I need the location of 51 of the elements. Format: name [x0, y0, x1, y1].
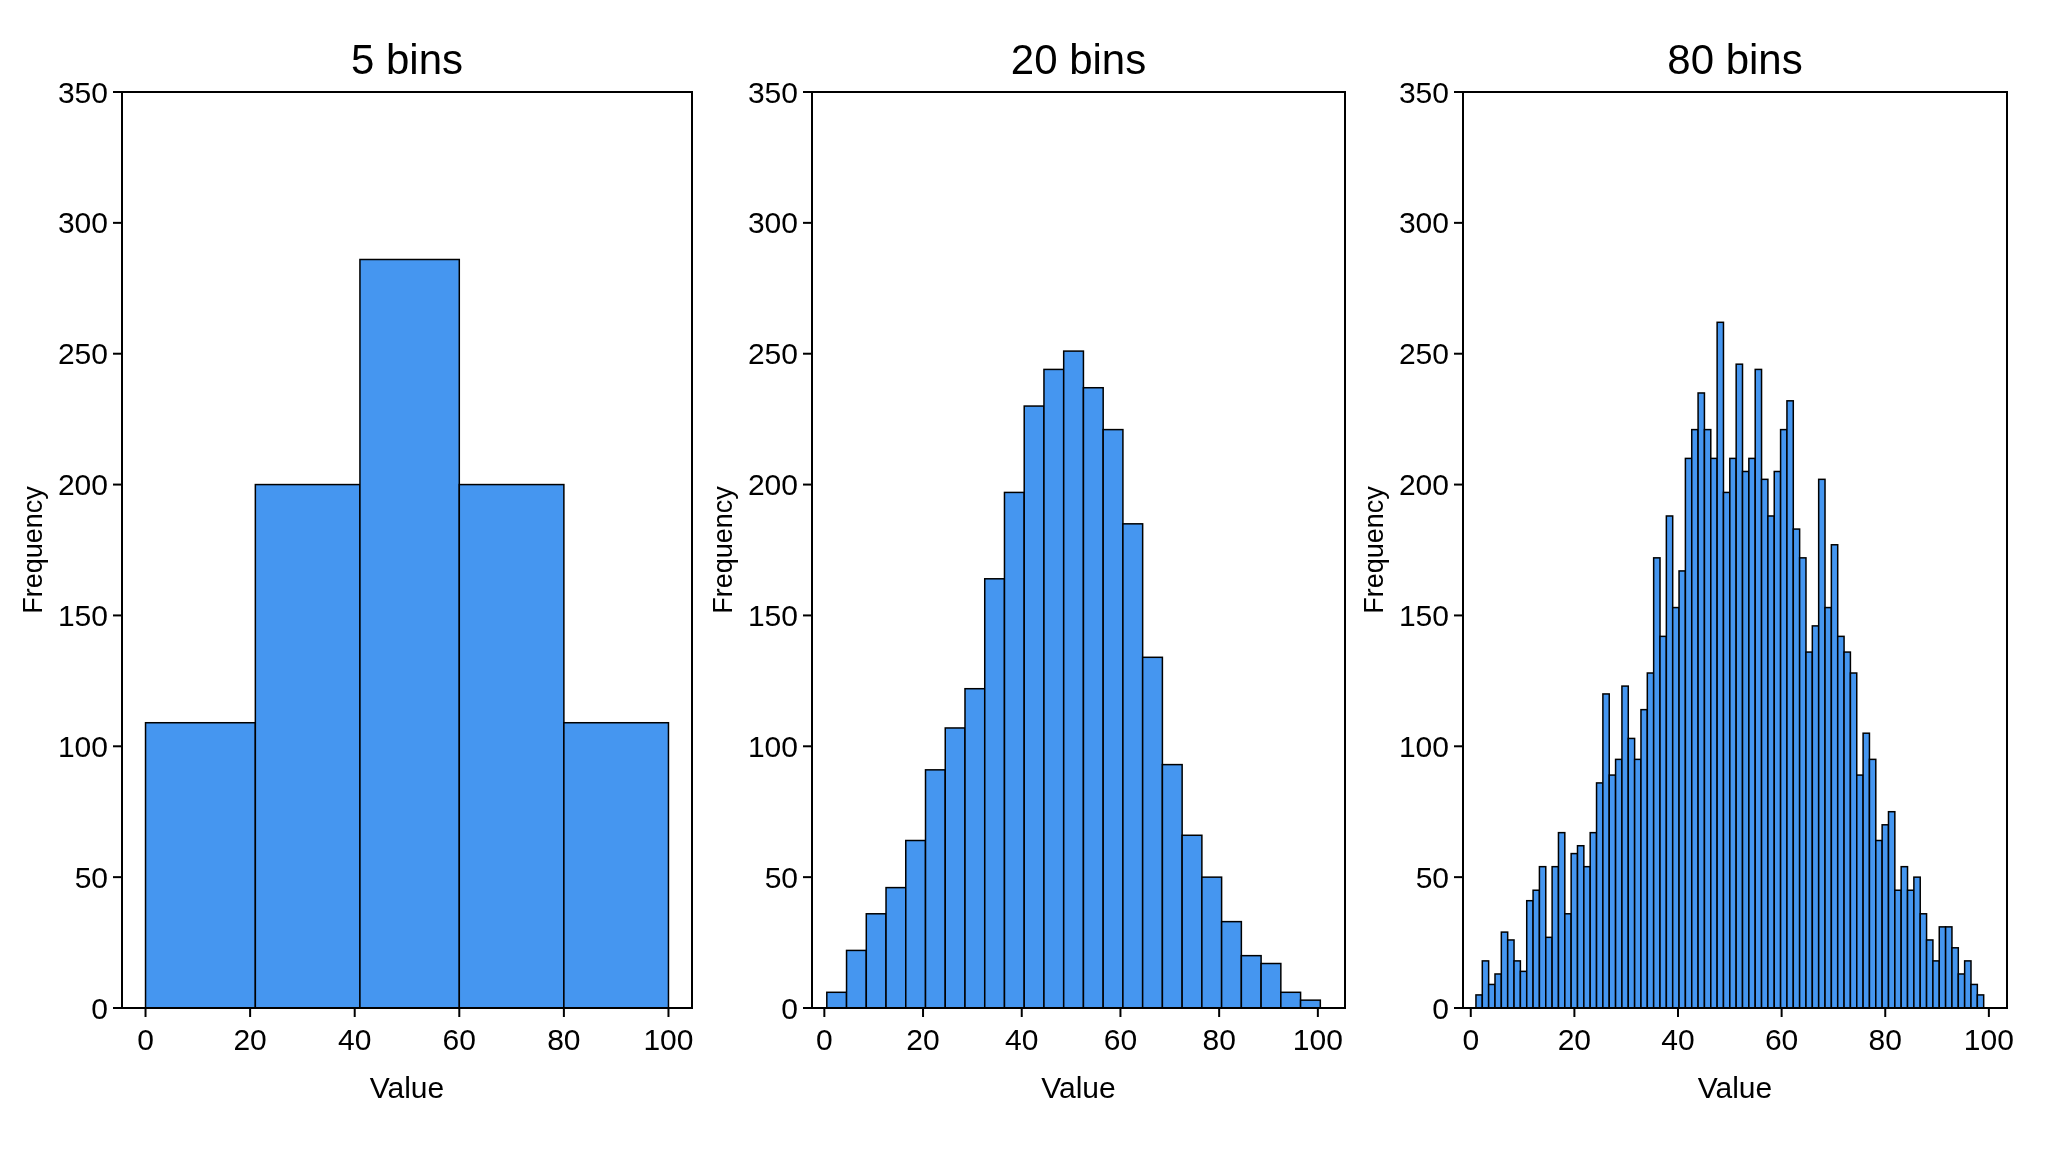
y-tick-label: 150 [57, 598, 108, 632]
x-tick-label: 0 [1462, 1023, 1480, 1056]
y-axis-title: Frequency [1359, 485, 1389, 614]
y-tick-label: 0 [1432, 991, 1449, 1025]
y-tick-label: 150 [1398, 598, 1449, 632]
y-axis-title: Frequency [18, 485, 48, 614]
chart-title: 80 bins [1667, 36, 1803, 83]
y-tick-label: 350 [747, 75, 798, 109]
y-tick-label: 350 [57, 75, 108, 109]
y-tick-label: 50 [74, 860, 108, 894]
y-tick-label: 200 [57, 468, 108, 502]
x-tick-label: 40 [1005, 1023, 1039, 1056]
x-axis-title: Value [369, 1071, 445, 1104]
x-tick-label: 100 [643, 1023, 694, 1056]
y-tick-label: 200 [747, 468, 798, 502]
y-tick-label: 100 [1398, 729, 1449, 763]
x-tick-label: 60 [1764, 1023, 1799, 1056]
x-tick-label: 20 [233, 1023, 267, 1056]
y-tick-label: 300 [57, 206, 108, 240]
x-tick-label: 40 [1661, 1023, 1695, 1056]
x-tick-label: 100 [1963, 1023, 2014, 1056]
y-tick-label: 250 [1398, 337, 1449, 371]
x-tick-label: 20 [1557, 1023, 1592, 1056]
y-tick-label: 50 [764, 860, 798, 894]
x-tick-label: 20 [906, 1023, 940, 1056]
y-tick-label: 0 [91, 991, 108, 1025]
x-axis-title: Value [1041, 1071, 1116, 1104]
x-axis-title: Value [1697, 1071, 1773, 1104]
y-tick-label: 300 [747, 206, 798, 240]
x-tick-label: 80 [1202, 1023, 1236, 1056]
x-tick-label: 60 [442, 1023, 476, 1056]
chart-title: 20 bins [1010, 36, 1147, 83]
y-tick-label: 250 [57, 337, 108, 371]
y-tick-label: 0 [781, 991, 798, 1025]
chart-title: 5 bins [350, 36, 464, 83]
y-tick-label: 100 [57, 729, 108, 763]
y-tick-label: 50 [1415, 860, 1449, 894]
x-tick-label: 80 [547, 1023, 581, 1056]
y-axis-title: Frequency [708, 485, 738, 614]
x-tick-label: 100 [1292, 1023, 1343, 1056]
y-tick-label: 200 [1398, 468, 1449, 502]
x-tick-label: 40 [338, 1023, 372, 1056]
y-tick-label: 300 [1398, 206, 1449, 240]
x-tick-label: 60 [1103, 1023, 1138, 1056]
y-tick-label: 150 [747, 598, 798, 632]
x-tick-label: 0 [815, 1023, 833, 1056]
y-tick-label: 100 [747, 729, 798, 763]
x-tick-label: 80 [1868, 1023, 1902, 1056]
x-tick-label: 0 [137, 1023, 154, 1056]
y-tick-label: 350 [1398, 75, 1449, 109]
y-tick-label: 250 [747, 337, 798, 371]
